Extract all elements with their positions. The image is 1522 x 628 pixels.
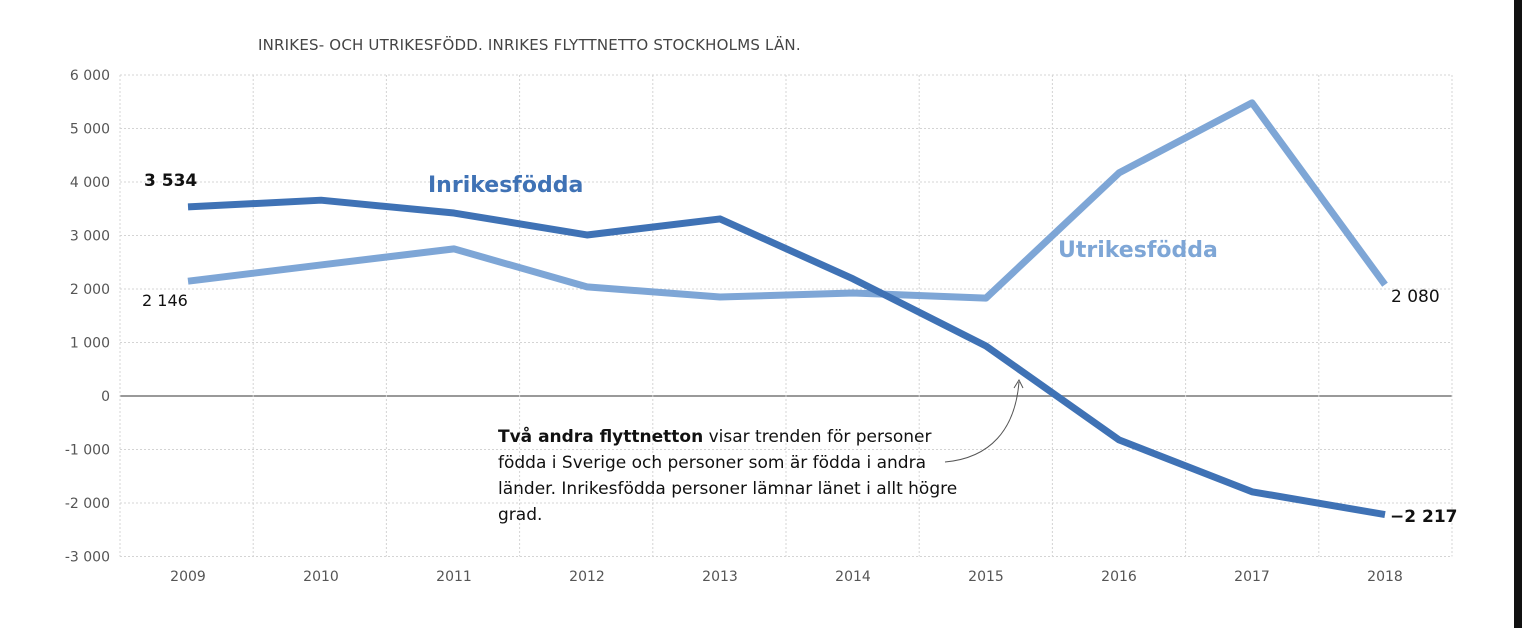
- y-tick-label: 4 000: [70, 175, 110, 191]
- y-tick-label: -2 000: [65, 496, 110, 512]
- x-tick-label: 2015: [968, 569, 1004, 585]
- series-line-utrikesfodda: [187, 99, 1388, 302]
- end-label-inrikes: −2 217: [1390, 507, 1457, 527]
- series-label-utrikesfodda: Utrikesfödda: [1058, 238, 1218, 263]
- y-tick-label: -3 000: [65, 550, 110, 566]
- start-label-utrikes: 2 146: [142, 291, 188, 310]
- series-label-inrikesfodda: Inrikesfödda: [428, 173, 583, 198]
- series-line-inrikesfodda: [187, 196, 1386, 519]
- x-tick-label: 2014: [835, 569, 871, 585]
- x-tick-label: 2009: [170, 569, 206, 585]
- y-tick-label: -1 000: [65, 443, 110, 459]
- annotation: Två andra flyttnetton visar trenden för …: [498, 424, 968, 528]
- start-label-inrikes: 3 534: [144, 171, 197, 191]
- annotation-text: visar trenden för personer födda i Sveri…: [498, 427, 958, 525]
- x-tick-label: 2016: [1101, 569, 1137, 585]
- y-tick-label: 2 000: [70, 282, 110, 298]
- window-edge: [1514, 0, 1522, 628]
- y-tick-label: 6 000: [70, 68, 110, 84]
- x-tick-label: 2017: [1234, 569, 1270, 585]
- y-tick-label: 1 000: [70, 336, 110, 352]
- chart-title: INRIKES- OCH UTRIKESFÖDD. INRIKES FLYTTN…: [258, 36, 801, 54]
- annotation-bold: Två andra flyttnetton: [498, 427, 704, 447]
- y-tick-label: 5 000: [70, 122, 110, 138]
- x-tick-label: 2011: [436, 569, 472, 585]
- x-tick-label: 2018: [1367, 569, 1403, 585]
- x-tick-label: 2013: [702, 569, 738, 585]
- y-tick-label: 3 000: [70, 229, 110, 245]
- annotation-arrow: [944, 381, 1020, 463]
- x-tick-label: 2012: [569, 569, 605, 585]
- y-tick-label: 0: [101, 389, 110, 405]
- x-tick-label: 2010: [303, 569, 339, 585]
- end-label-utrikes: 2 080: [1391, 287, 1440, 307]
- arrow-head-icon: [1013, 378, 1024, 389]
